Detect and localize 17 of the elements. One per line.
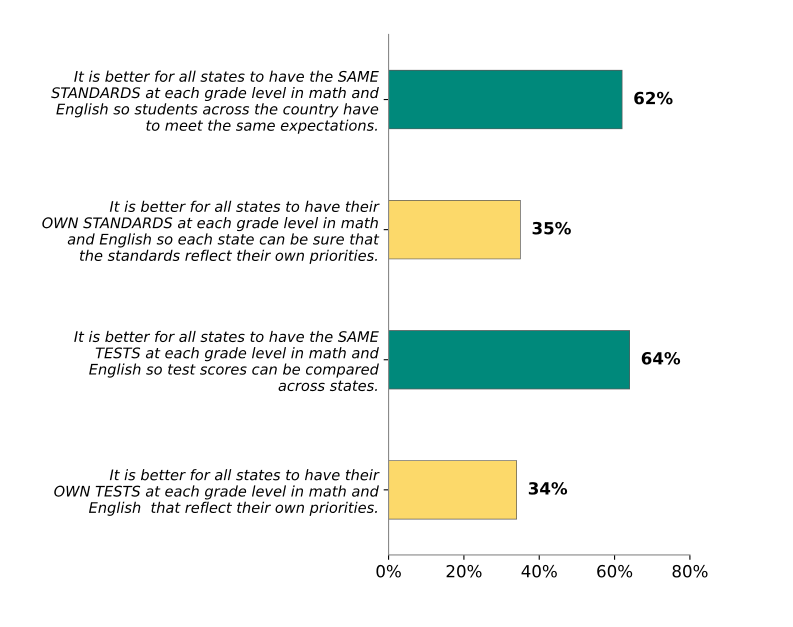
data-label: 62% <box>634 92 673 104</box>
y-tick-label: It is better for all states to have their OWN STANDARDS at each grade level in math and English so each state can be sure that the standards reflect their own priorities. <box>42 200 380 264</box>
data-label: 34% <box>528 482 568 495</box>
x-tick-label: 60% <box>597 564 632 578</box>
bar <box>388 460 517 520</box>
y-tick-label: It is better for all states to have the SAME STANDARDS at each grade level in math and English so students across the country have to meet the same expectations. <box>51 70 379 134</box>
x-tick-label: 0% <box>376 564 401 578</box>
x-tick-label: 40% <box>522 564 557 578</box>
data-label: 64% <box>642 352 680 365</box>
data-label: 35% <box>532 222 571 234</box>
y-tick-label: It is better for all states to have the SAME TESTS at each grade level in math and English so test scores can be compared across states. <box>74 330 379 392</box>
y-tick-label: It is better for all states to have their OWN TESTS at each grade level in math and English that reflect their own priorities. <box>54 469 380 516</box>
bar <box>388 70 622 130</box>
bar <box>388 330 630 390</box>
bar <box>388 200 521 260</box>
x-tick-label: 20% <box>446 564 482 578</box>
x-tick-label: 80% <box>672 564 708 578</box>
